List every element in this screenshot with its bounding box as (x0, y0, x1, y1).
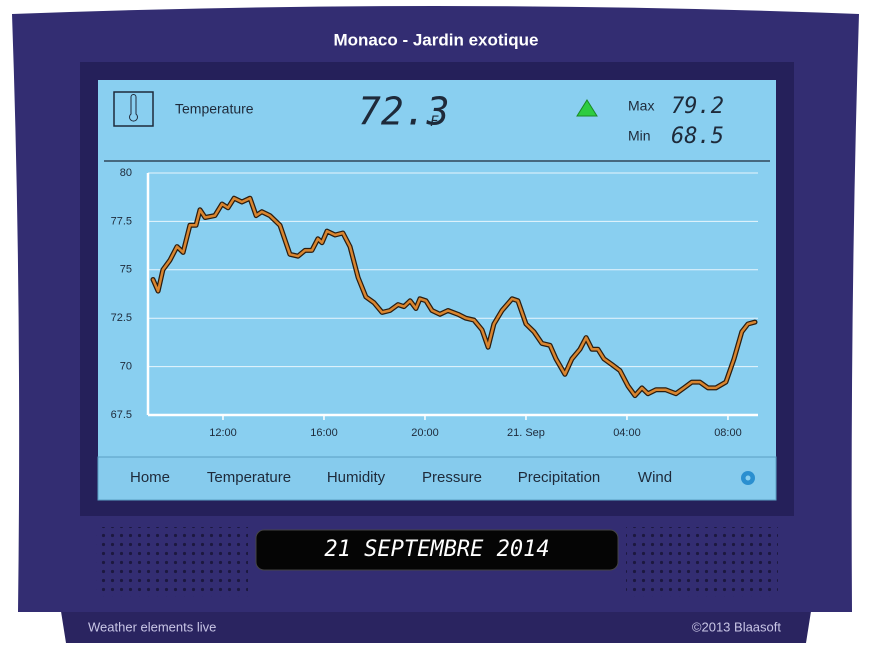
x-tick-label: 16:00 (310, 427, 338, 439)
min-label: Min (628, 128, 651, 144)
unit: F (430, 114, 439, 130)
y-tick-label: 75 (120, 264, 132, 276)
base (60, 605, 812, 643)
chart: 67.5 70 72.5 75 77.5 80 12:00 16:00 20:00 21. Sep… (111, 167, 758, 439)
y-tick-label: 70 (120, 361, 132, 373)
speaker-left (96, 527, 248, 597)
date-text: 21 SEPTEMBRE 2014 (324, 537, 549, 562)
current-value: 72.3 (358, 90, 450, 134)
x-tick-label: 04:00 (613, 427, 641, 439)
max-label: Max (628, 98, 654, 114)
trend-arrow (576, 99, 598, 117)
nav-bar (97, 456, 777, 501)
thermometer-glyph (129, 94, 138, 122)
footer-right: ©2013 Blaasoft (692, 619, 781, 634)
nav-item[interactable]: Pressure (422, 469, 482, 486)
y-tick-label: 77.5 (111, 215, 132, 227)
nav: Home Temperature Humidity Pressure Precipita… (130, 469, 672, 486)
y-tick-label: 72.5 (111, 312, 132, 324)
settings-icon-hole (745, 475, 751, 481)
speaker-right (626, 527, 778, 597)
nav-item[interactable]: Home (130, 469, 170, 486)
y-tick-label: 67.5 (111, 409, 132, 421)
thermometer-icon (113, 91, 154, 127)
x-tick-label: 20:00 (411, 427, 439, 439)
nav-item[interactable]: Humidity (327, 469, 386, 486)
y-tick-label: 80 (120, 167, 132, 179)
nav-item[interactable]: Temperature (207, 469, 291, 486)
nav-item[interactable]: Precipitation (518, 469, 601, 486)
nav-item[interactable]: Wind (638, 469, 672, 486)
reading-label: Temperature (175, 101, 254, 117)
x-tick-label: 08:00 (714, 427, 742, 439)
max-value: 79.2 (671, 94, 724, 119)
date-display (255, 529, 619, 571)
x-tick-label: 12:00 (209, 427, 237, 439)
screen (98, 80, 776, 500)
x-tick-label: 21. Sep (507, 427, 545, 439)
series-line (151, 196, 757, 397)
title: Monaco - Jardin exotique (334, 30, 539, 49)
footer-left: Weather elements live (88, 619, 216, 634)
min-value: 68.5 (671, 124, 724, 149)
